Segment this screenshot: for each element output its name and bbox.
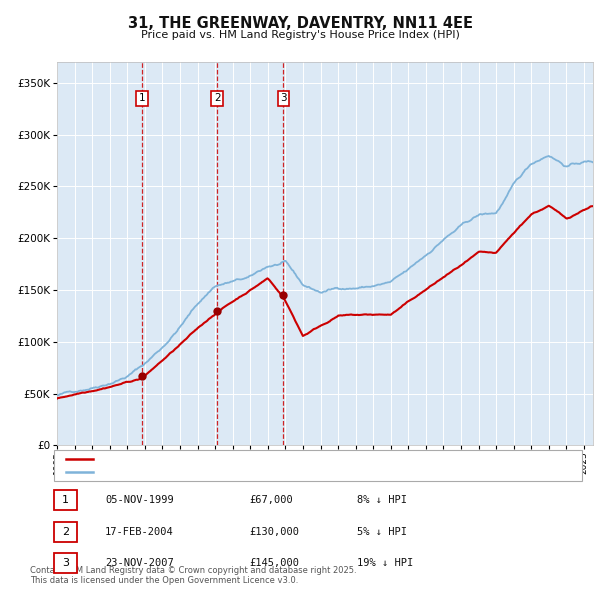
- Text: 19% ↓ HPI: 19% ↓ HPI: [357, 558, 413, 568]
- Text: 1: 1: [62, 496, 69, 505]
- Text: 2: 2: [214, 93, 221, 103]
- Text: 23-NOV-2007: 23-NOV-2007: [105, 558, 174, 568]
- Text: £145,000: £145,000: [249, 558, 299, 568]
- Text: £130,000: £130,000: [249, 527, 299, 536]
- Text: 2: 2: [62, 527, 69, 536]
- Text: 3: 3: [280, 93, 287, 103]
- Text: 1: 1: [139, 93, 146, 103]
- Text: £67,000: £67,000: [249, 496, 293, 505]
- Text: 05-NOV-1999: 05-NOV-1999: [105, 496, 174, 505]
- Text: HPI: Average price, semi-detached house, West Northamptonshire: HPI: Average price, semi-detached house,…: [99, 467, 423, 477]
- Text: 31, THE GREENWAY, DAVENTRY, NN11 4EE: 31, THE GREENWAY, DAVENTRY, NN11 4EE: [128, 16, 473, 31]
- Text: 31, THE GREENWAY, DAVENTRY, NN11 4EE (semi-detached house): 31, THE GREENWAY, DAVENTRY, NN11 4EE (se…: [99, 454, 424, 464]
- Text: Contains HM Land Registry data © Crown copyright and database right 2025.
This d: Contains HM Land Registry data © Crown c…: [30, 566, 356, 585]
- Text: 5% ↓ HPI: 5% ↓ HPI: [357, 527, 407, 536]
- Text: 8% ↓ HPI: 8% ↓ HPI: [357, 496, 407, 505]
- Text: 17-FEB-2004: 17-FEB-2004: [105, 527, 174, 536]
- Text: Price paid vs. HM Land Registry's House Price Index (HPI): Price paid vs. HM Land Registry's House …: [140, 31, 460, 40]
- Text: 3: 3: [62, 558, 69, 568]
